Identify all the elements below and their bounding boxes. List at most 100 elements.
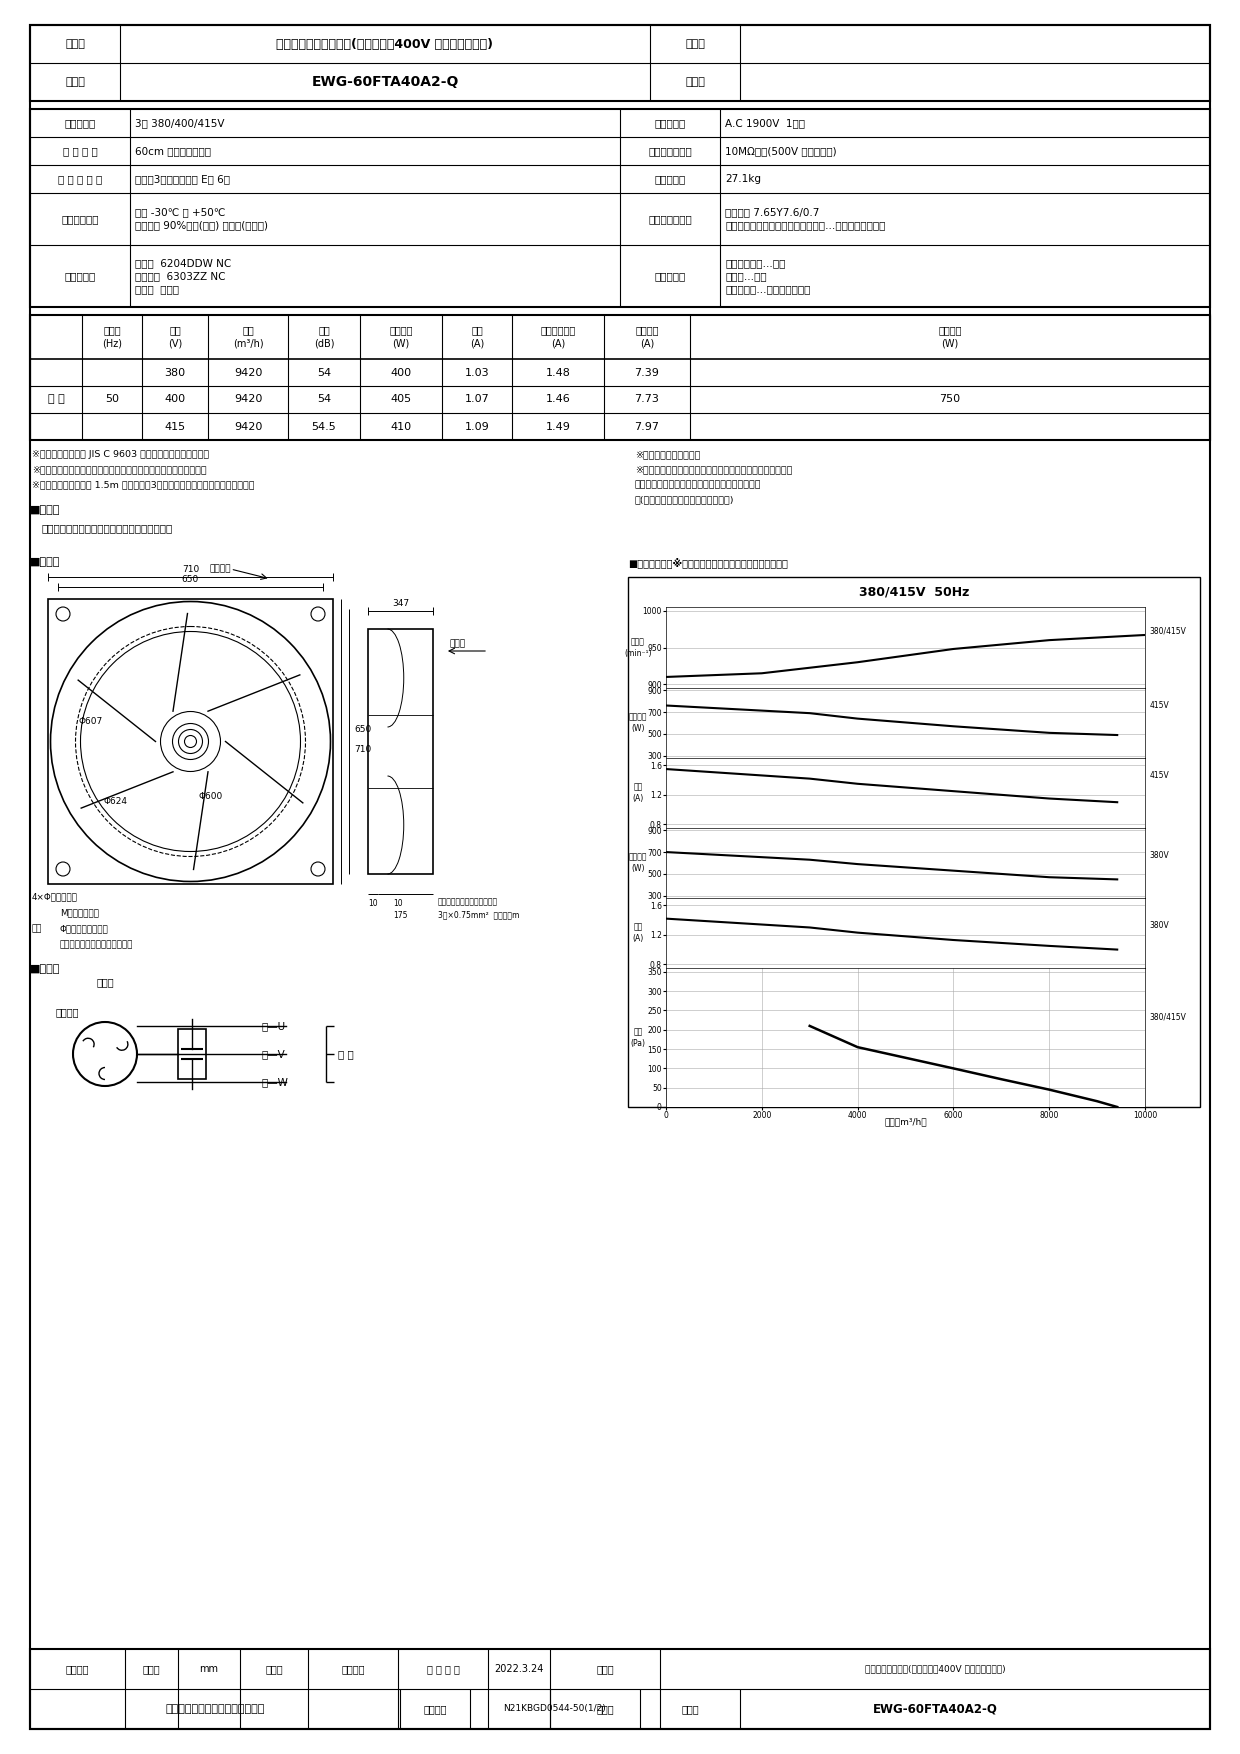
Text: 7.73: 7.73 xyxy=(635,395,660,405)
Bar xyxy=(30,109,1210,307)
Text: 27.1kg: 27.1kg xyxy=(725,174,761,184)
Text: 記　号: 記 号 xyxy=(684,77,704,88)
Text: 10MΩ以上(500V 絶縁抵抗計): 10MΩ以上(500V 絶縁抵抗計) xyxy=(725,146,837,156)
Text: 電流
(A): 電流 (A) xyxy=(632,923,644,944)
Text: 最大負荷電流
(A): 最大負荷電流 (A) xyxy=(541,326,575,349)
Text: 175: 175 xyxy=(393,912,408,921)
Text: 400: 400 xyxy=(391,368,412,377)
Text: 4×Φ１４取付穴: 4×Φ１４取付穴 xyxy=(32,893,78,902)
Text: 温度 -30℃ ～ +50℃
相対湿度 90%以下(常温) 屋外用(雨線内): 温度 -30℃ ～ +50℃ 相対湿度 90%以下(常温) 屋外用(雨線内) xyxy=(135,207,268,230)
Text: 10: 10 xyxy=(393,900,403,909)
Text: 回転方向: 回転方向 xyxy=(210,565,231,574)
Text: 回転数
(min⁻¹): 回転数 (min⁻¹) xyxy=(624,637,652,658)
Text: EWG-60FTA40A2-Q: EWG-60FTA40A2-Q xyxy=(873,1703,997,1715)
Text: 羽根・モータ…鋼板
取付足…平鋼
本体取付枠…溶融めっき鋼板: 羽根・モータ…鋼板 取付足…平鋼 本体取付枠…溶融めっき鋼板 xyxy=(725,258,811,295)
Text: Φ607: Φ607 xyxy=(78,717,103,726)
Text: 9420: 9420 xyxy=(234,368,262,377)
Text: 7.39: 7.39 xyxy=(635,368,660,377)
Text: 7.97: 7.97 xyxy=(635,421,660,431)
Text: 静圧
(Pa): 静圧 (Pa) xyxy=(630,1028,646,1047)
Text: 消費電力
(W): 消費電力 (W) xyxy=(629,712,647,733)
Text: 台　数: 台 数 xyxy=(684,39,704,49)
Text: 380/415V: 380/415V xyxy=(1149,626,1187,635)
Text: 710: 710 xyxy=(182,565,200,575)
Text: Φ600: Φ600 xyxy=(198,793,223,802)
Text: 仕様書: 仕様書 xyxy=(681,1703,699,1714)
Text: ※騒音は正面と側面に 1.5m 離れた地点3点を無響室にて測定した平均値です。: ※騒音は正面と側面に 1.5m 離れた地点3点を無響室にて測定した平均値です。 xyxy=(32,481,254,489)
Text: 415V: 415V xyxy=(1149,772,1169,781)
Text: 2022.3.24: 2022.3.24 xyxy=(495,1665,543,1673)
Text: M４アースネジ: M４アースネジ xyxy=(60,909,99,917)
Text: 公称出力
(W): 公称出力 (W) xyxy=(939,326,962,349)
Text: 60cm 金属製軸流羽根: 60cm 金属製軸流羽根 xyxy=(135,146,211,156)
Text: 710: 710 xyxy=(355,745,372,754)
Text: ■外形図: ■外形図 xyxy=(30,558,61,567)
Text: ■お願い: ■お願い xyxy=(30,505,61,516)
Text: 380V: 380V xyxy=(1149,921,1169,931)
Text: 50: 50 xyxy=(105,395,119,405)
Text: 電流
(A): 電流 (A) xyxy=(470,326,484,349)
Text: 電 源: 電 源 xyxy=(339,1049,353,1059)
Bar xyxy=(30,316,1210,440)
Text: 材　　　料: 材 料 xyxy=(655,272,686,281)
Text: 電　　　源: 電 源 xyxy=(64,118,95,128)
Text: ■結線図: ■結線図 xyxy=(30,965,61,973)
Text: 単　位: 単 位 xyxy=(143,1665,160,1673)
Text: 三菱産業用有圧換気扇(低騒音形・400V 級・給気タイプ): 三菱産業用有圧換気扇(低騒音形・400V 級・給気タイプ) xyxy=(277,37,494,51)
Text: 380V: 380V xyxy=(1149,851,1169,861)
Text: 1.09: 1.09 xyxy=(465,421,490,431)
Text: ■特性曲線図　※風量はオリフィスチャンバー法による。: ■特性曲線図 ※風量はオリフィスチャンバー法による。 xyxy=(627,558,787,568)
Text: 負荷側  6204DDW NC
反負荷側  6303ZZ NC
グリス  ウレア: 負荷側 6204DDW NC 反負荷側 6303ZZ NC グリス ウレア xyxy=(135,258,231,295)
Text: 白—V: 白—V xyxy=(260,1049,285,1059)
Text: 415V: 415V xyxy=(1149,702,1169,710)
Text: モーター: モーター xyxy=(56,1007,79,1017)
Bar xyxy=(30,1649,1210,1729)
Text: ※本品は給気専用です。: ※本品は給気専用です。 xyxy=(635,451,701,460)
Text: 特 性: 特 性 xyxy=(47,395,64,405)
Text: 尺　度: 尺 度 xyxy=(265,1665,283,1673)
Text: の選定は最大負荷電流値で選定してください。: の選定は最大負荷電流値で選定してください。 xyxy=(635,481,761,489)
Text: 9420: 9420 xyxy=(234,421,262,431)
Text: 405: 405 xyxy=(391,395,412,405)
Text: Φ１３ノックアウト: Φ１３ノックアウト xyxy=(60,924,109,933)
Text: 電圧
(V): 電圧 (V) xyxy=(167,326,182,349)
Text: 風量（m³/h）: 風量（m³/h） xyxy=(884,1117,926,1126)
Text: 400: 400 xyxy=(165,395,186,405)
Text: 騒音
(dB): 騒音 (dB) xyxy=(314,326,335,349)
Text: コード: コード xyxy=(97,977,114,988)
Text: 380/415V  50Hz: 380/415V 50Hz xyxy=(859,586,970,598)
Text: 3芯×0.75mm²  有効長１m: 3芯×0.75mm² 有効長１m xyxy=(438,910,520,919)
Text: 380/415V: 380/415V xyxy=(1149,1012,1187,1021)
Bar xyxy=(627,577,1200,1107)
Text: 絶　縁　抵　抗: 絶 縁 抵 抗 xyxy=(649,146,692,156)
Text: 産業用有圧換気扇(低騒音形・400V 級・給気タイプ): 産業用有圧換気扇(低騒音形・400V 級・給気タイプ) xyxy=(864,1665,1006,1673)
Text: 周波数
(Hz): 周波数 (Hz) xyxy=(102,326,122,349)
Text: 三菱電機株式会社　中津川製作所: 三菱電機株式会社 中津川製作所 xyxy=(165,1703,264,1714)
Text: 1.07: 1.07 xyxy=(465,395,490,405)
Text: ２ページ目の注意事項を必ずご参照ください。: ２ページ目の注意事項を必ずご参照ください。 xyxy=(42,523,174,533)
Text: 3相 380/400/415V: 3相 380/400/415V xyxy=(135,118,224,128)
Text: (詳細は２ページをご参照ください): (詳細は２ページをご参照ください) xyxy=(635,495,734,503)
Text: 410: 410 xyxy=(391,421,412,431)
Text: 使用周囲条件: 使用周囲条件 xyxy=(61,214,99,225)
Text: マンセル 7.65Y7.6/0.7
本体取付枠・羽根・取付足・モータ…ポリエステル塗装: マンセル 7.65Y7.6/0.7 本体取付枠・羽根・取付足・モータ…ポリエステ… xyxy=(725,207,885,230)
Text: 色調・塗装仕様: 色調・塗装仕様 xyxy=(649,214,692,225)
Text: 54.5: 54.5 xyxy=(311,421,336,431)
Bar xyxy=(30,25,1210,102)
Text: 風量
(m³/h): 風量 (m³/h) xyxy=(233,326,263,349)
Text: ※「騒音」「消費電力」「電流」の値はフリーエアー時の値です。: ※「騒音」「消費電力」「電流」の値はフリーエアー時の値です。 xyxy=(32,465,207,474)
Text: 650: 650 xyxy=(355,724,372,733)
Text: 415: 415 xyxy=(165,421,186,431)
Bar xyxy=(179,1030,206,1079)
Text: 1.46: 1.46 xyxy=(546,395,570,405)
Text: 380: 380 xyxy=(165,368,186,377)
Text: 赤—U: 赤—U xyxy=(260,1021,285,1031)
Text: ※風量・消費電力は JIS C 9603 に基づき測定した値です。: ※風量・消費電力は JIS C 9603 に基づき測定した値です。 xyxy=(32,451,210,460)
Text: 第３角法: 第３角法 xyxy=(66,1665,89,1673)
Text: 黒—W: 黒—W xyxy=(260,1077,288,1087)
Text: 電動式シャッターコード取出用: 電動式シャッターコード取出用 xyxy=(60,940,134,949)
Text: 作 成 日 付: 作 成 日 付 xyxy=(427,1665,460,1673)
Text: ※公称出力はおよその目安です。ブレーカや過負荷保護装置: ※公称出力はおよその目安です。ブレーカや過負荷保護装置 xyxy=(635,465,792,474)
Text: 10: 10 xyxy=(368,900,378,909)
Text: 1.49: 1.49 xyxy=(546,421,570,431)
